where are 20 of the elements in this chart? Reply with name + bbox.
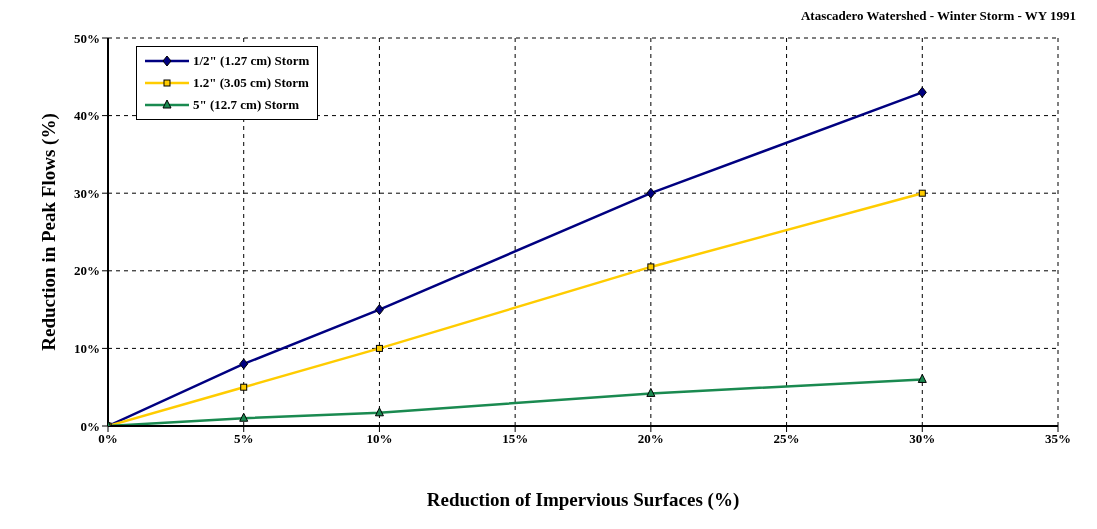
y-tick-label: 10% — [74, 341, 100, 357]
x-tick-label: 30% — [909, 431, 936, 447]
legend-label: 1/2" (1.27 cm) Storm — [193, 53, 310, 69]
x-tick-label: 10% — [366, 431, 393, 447]
x-tick-label: 25% — [773, 431, 800, 447]
y-tick-label: 50% — [74, 30, 100, 46]
legend-label: 5" (12.7 cm) Storm — [193, 97, 300, 113]
chart-title: Atascadero Watershed - Winter Storm - WY 1991 — [799, 8, 1077, 25]
x-axis-title: Reduction of Impervious Surfaces (%) — [426, 489, 740, 511]
y-tick-label: 0% — [80, 418, 100, 434]
y-tick-label: 30% — [74, 185, 100, 201]
y-axis-title: Reduction in Peak Flows (%) — [37, 113, 60, 351]
x-tick-label: 35% — [1045, 431, 1071, 447]
y-tick-label: 40% — [74, 108, 100, 124]
legend-label: 1.2" (3.05 cm) Storm — [193, 75, 309, 91]
x-tick-label: 5% — [233, 431, 254, 447]
x-tick-label: 20% — [637, 431, 664, 447]
x-tick-label: 15% — [502, 431, 529, 447]
x-tick-label: 0% — [98, 431, 118, 447]
y-tick-label: 20% — [74, 263, 100, 279]
